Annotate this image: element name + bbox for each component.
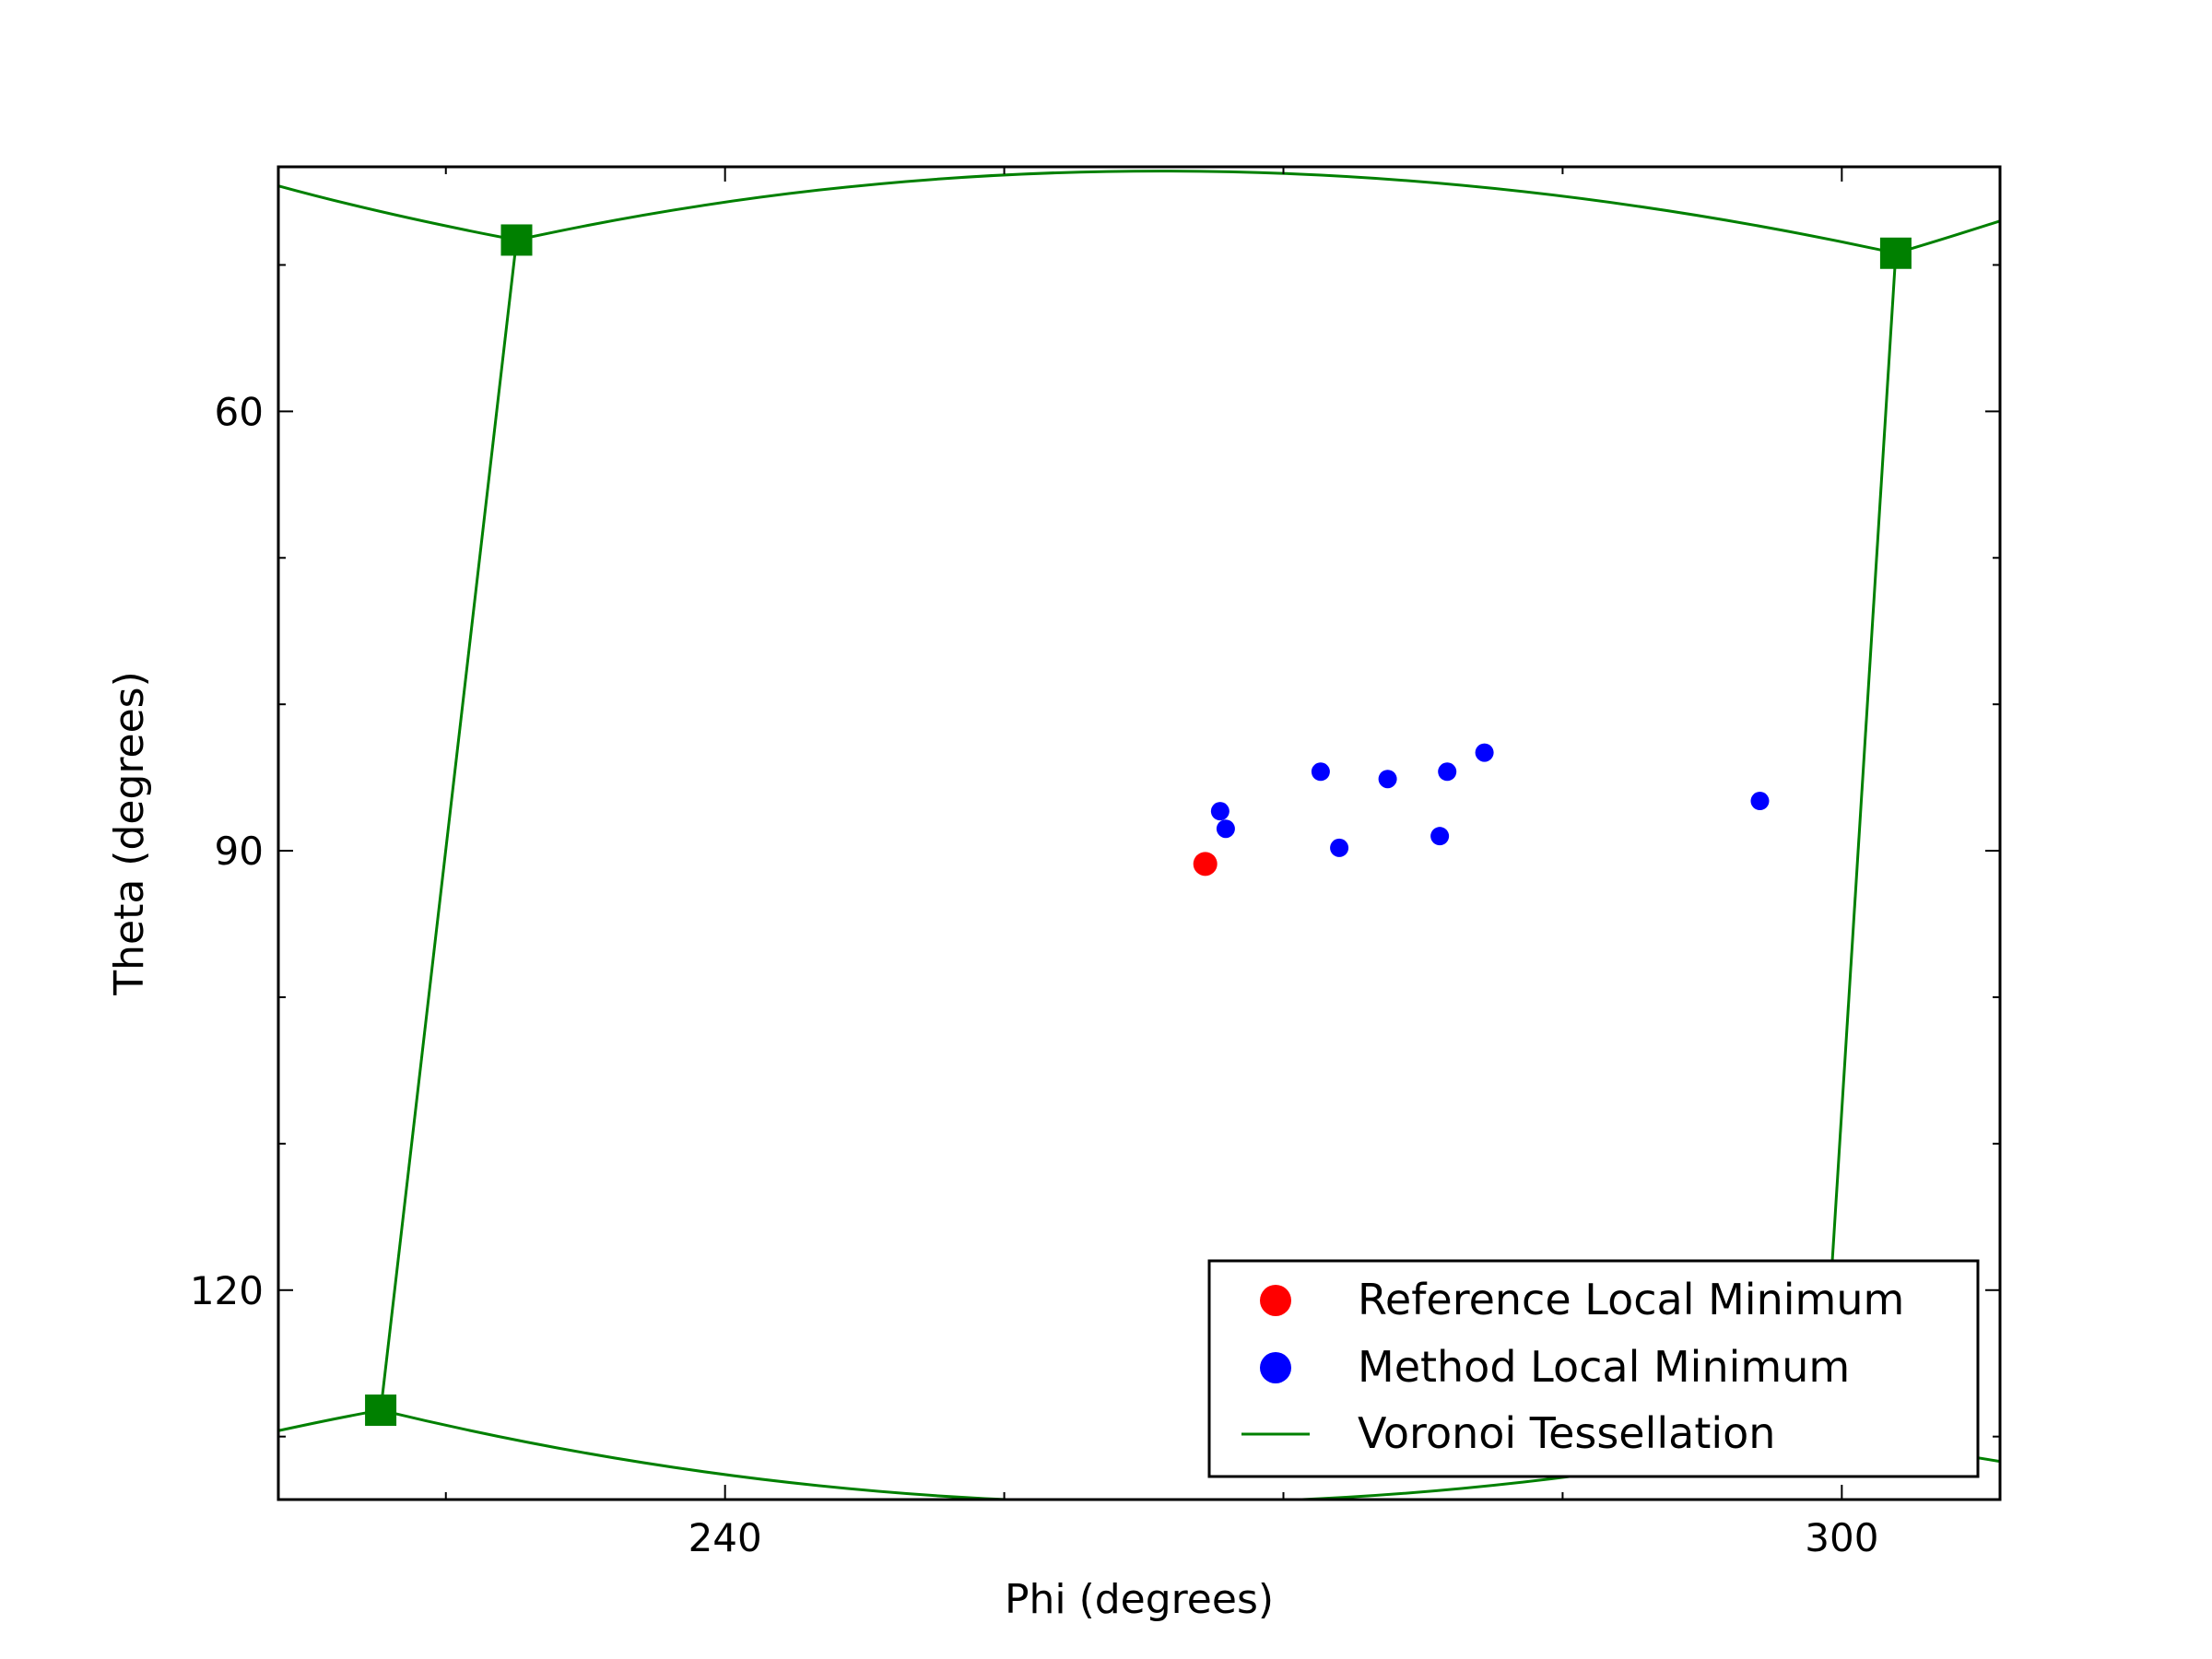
legend: Reference Local Minimum Method Local Min… — [1207, 1259, 1980, 1478]
voronoi-vertex-0 — [500, 224, 533, 256]
method-point-5 — [1430, 827, 1450, 846]
legend-label-voronoi: Voronoi Tessellation — [1358, 1408, 1775, 1458]
y-tick-label-2: 120 — [190, 1268, 264, 1313]
y-tick-label-1: 90 — [215, 829, 264, 874]
method-point-4 — [1378, 770, 1397, 789]
axis-ticks: 240 300 60 90 120 — [190, 167, 2000, 1560]
voronoi-edge-0 — [278, 184, 517, 241]
method-point-8 — [1750, 792, 1770, 811]
reference-point-0 — [1193, 852, 1218, 877]
method-point-3 — [1330, 838, 1349, 857]
legend-label-method: Method Local Minimum — [1358, 1342, 1850, 1392]
voronoi-edge-1 — [516, 170, 1897, 255]
legend-label-reference: Reference Local Minimum — [1358, 1275, 1904, 1324]
method-point-0 — [1210, 802, 1230, 821]
voronoi-edge-3 — [379, 240, 518, 1411]
x-tick-label-0: 240 — [688, 1515, 762, 1560]
y-tick-label-0: 60 — [215, 389, 264, 434]
x-axis-title: Phi (degrees) — [1005, 1576, 1274, 1623]
method-point-2 — [1311, 762, 1330, 782]
y-axis-title: Theta (degrees) — [106, 671, 153, 995]
plot-frame — [276, 165, 2002, 1501]
legend-box — [1207, 1259, 1980, 1478]
method-point-1 — [1216, 819, 1235, 839]
method-point-7 — [1475, 743, 1494, 762]
method-point-6 — [1438, 762, 1457, 782]
voronoi-edge-4 — [1819, 253, 1898, 1436]
x-tick-label-1: 300 — [1805, 1515, 1878, 1560]
voronoi-vertex-1 — [1879, 237, 1912, 269]
legend-marker-method — [1260, 1352, 1291, 1383]
legend-marker-reference — [1260, 1285, 1291, 1316]
voronoi-vertex-2 — [365, 1394, 397, 1427]
